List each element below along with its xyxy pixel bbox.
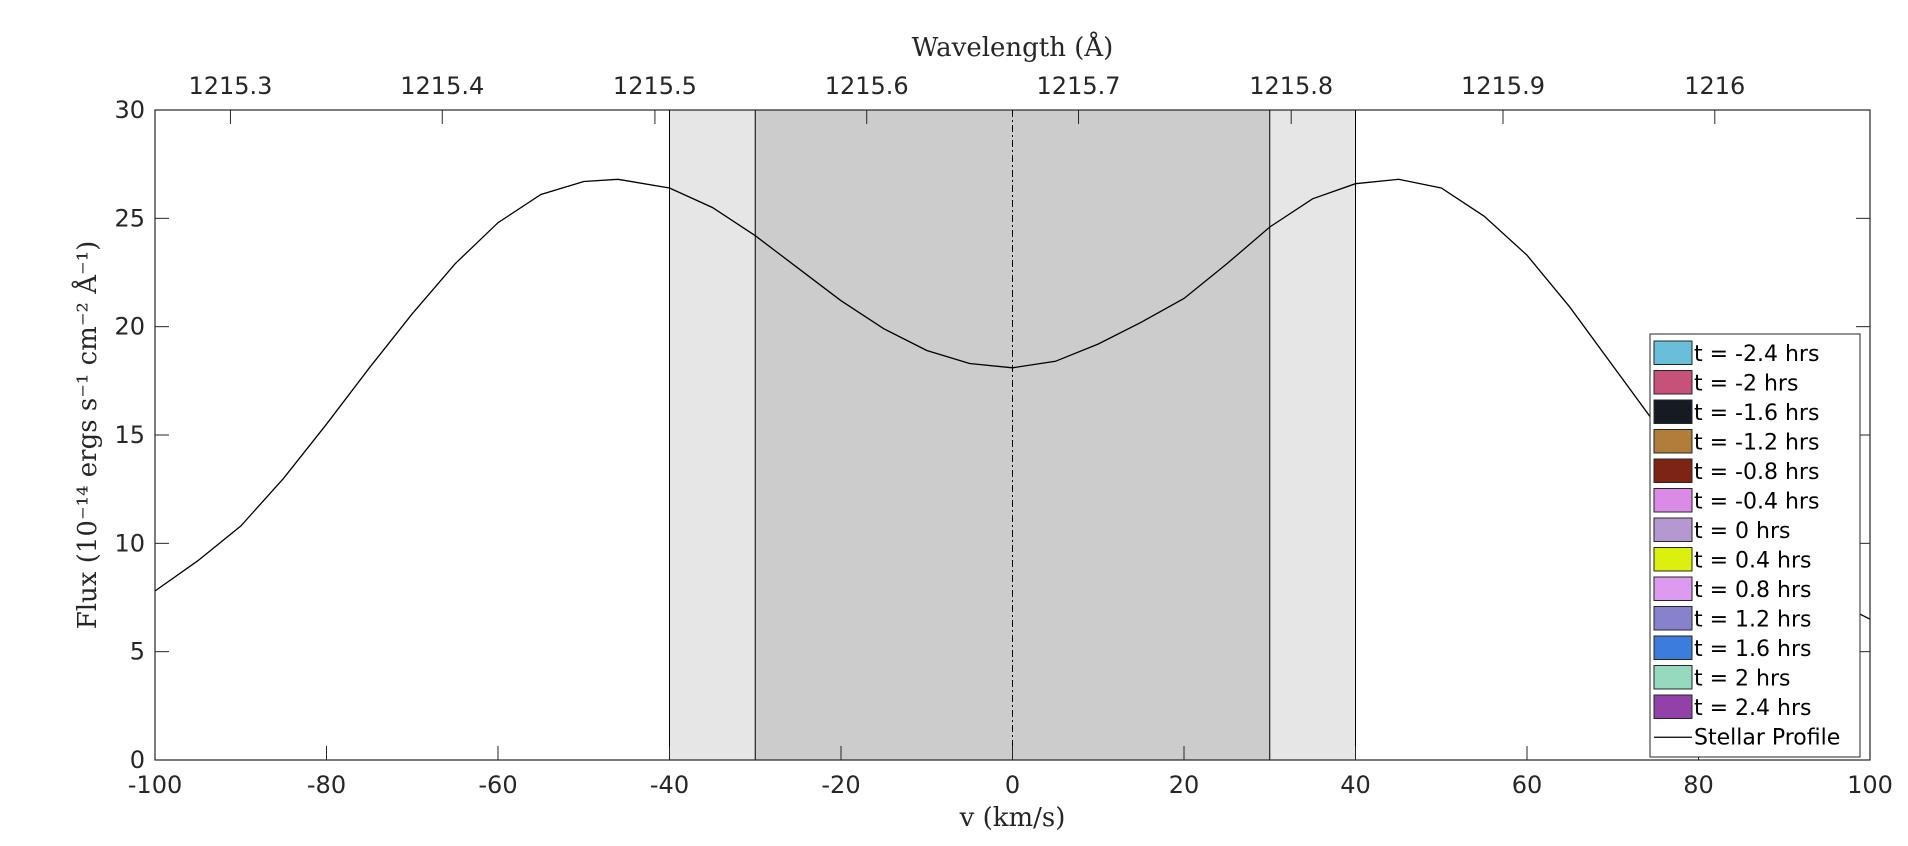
legend-label: t = -1.2 hrs — [1694, 431, 1819, 456]
legend-swatch-6 — [1653, 517, 1693, 542]
x2-tick-label: 1215.5 — [613, 72, 697, 100]
legend-swatch-2 — [1653, 399, 1693, 424]
x2-tick-label: 1216 — [1684, 72, 1745, 100]
legend-swatch-10 — [1653, 635, 1693, 660]
x-tick-label: -100 — [128, 771, 182, 799]
legend-label: t = -1.6 hrs — [1694, 401, 1819, 426]
legend-swatch-9 — [1653, 606, 1693, 631]
x-tick-label: 100 — [1847, 771, 1893, 799]
x-tick-label: -80 — [307, 771, 346, 799]
y-tick-label: 25 — [114, 204, 145, 232]
y-tick-label: 10 — [114, 529, 145, 557]
x2-axis-title: Wavelength (Å) — [912, 31, 1114, 63]
legend-swatch-8 — [1653, 576, 1693, 601]
x2-tick-label: 1215.6 — [825, 72, 909, 100]
x-tick-label: 80 — [1683, 771, 1714, 799]
legend-label: t = -2.4 hrs — [1694, 342, 1819, 367]
x2-tick-label: 1215.4 — [400, 72, 484, 100]
legend-swatch-11 — [1653, 665, 1693, 690]
y-tick-label: 20 — [114, 313, 145, 341]
x-tick-label: 20 — [1169, 771, 1200, 799]
legend-swatch-5 — [1653, 488, 1693, 513]
legend-label: t = 1.2 hrs — [1694, 608, 1811, 633]
x2-tick-label: 1215.3 — [188, 72, 272, 100]
legend-label: t = -0.8 hrs — [1694, 460, 1819, 485]
x-tick-label: -60 — [478, 771, 517, 799]
legend-label: t = -0.4 hrs — [1694, 490, 1819, 515]
x-tick-label: 60 — [1512, 771, 1543, 799]
y-tick-label: 5 — [130, 638, 145, 666]
legend-label: t = -2 hrs — [1694, 372, 1798, 397]
legend-label: t = 0.8 hrs — [1694, 578, 1811, 603]
legend-swatch-1 — [1653, 370, 1693, 395]
x-tick-label: -40 — [650, 771, 689, 799]
legend-swatch-7 — [1653, 547, 1693, 572]
legend-label: t = 0.4 hrs — [1694, 549, 1811, 574]
y-axis-title: Flux (10⁻¹⁴ ergs s⁻¹ cm⁻² Å⁻¹) — [71, 241, 103, 630]
legend-swatch-0 — [1653, 340, 1693, 365]
x-tick-label: 0 — [1005, 771, 1020, 799]
legend-series-label: Stellar Profile — [1694, 726, 1840, 751]
x2-tick-label: 1215.7 — [1037, 72, 1121, 100]
series-layer — [154, 178, 1871, 620]
legend-box — [1649, 333, 1861, 758]
y-tick-label: 30 — [114, 96, 145, 124]
ticks: -100 -80 -60 -40 -20 0 20 40 60 80 100 0 5 10 15 20 25 30… — [114, 72, 1892, 799]
legend-label: t = 0 hrs — [1694, 519, 1791, 544]
legend: t = -2.4 hrs t = -2 hrs t = -1.6 hrs t = -1… — [1649, 333, 1861, 758]
legend-label: t = 2.4 hrs — [1694, 696, 1811, 721]
legend-swatch-4 — [1653, 458, 1693, 483]
x2-tick-label: 1215.9 — [1461, 72, 1545, 100]
legend-swatch-12 — [1653, 694, 1693, 719]
x-tick-label: 40 — [1340, 771, 1371, 799]
legend-swatch-3 — [1653, 429, 1693, 454]
x-axis-title: v (km/s) — [959, 803, 1066, 833]
x-tick-label: -20 — [821, 771, 860, 799]
x2-tick-label: 1215.8 — [1249, 72, 1333, 100]
y-tick-label: 0 — [130, 746, 145, 774]
series-line-0 — [154, 178, 1871, 620]
y-tick-label: 15 — [114, 421, 145, 449]
legend-label: t = 1.6 hrs — [1694, 637, 1811, 662]
legend-label: t = 2 hrs — [1694, 667, 1791, 692]
